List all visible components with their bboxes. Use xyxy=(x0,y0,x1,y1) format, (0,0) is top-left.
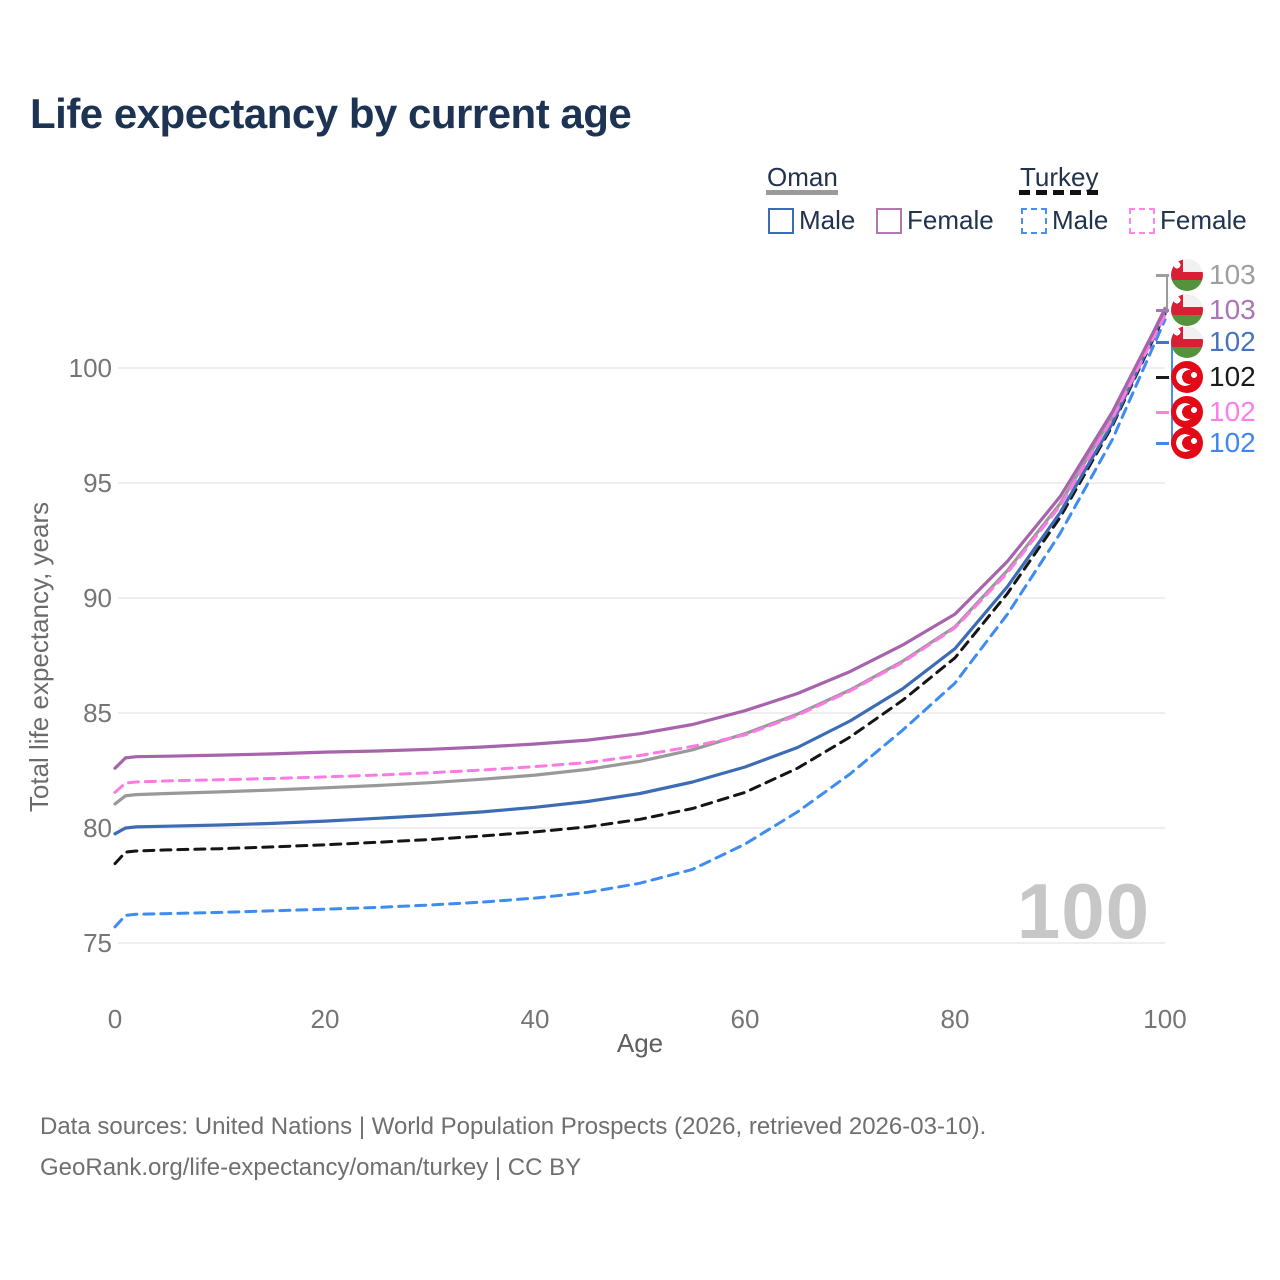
country-flag-icon xyxy=(1171,427,1203,459)
end-label-oman-male: 102 xyxy=(1156,326,1256,358)
y-tick-label: 75 xyxy=(83,928,112,958)
end-label-connector xyxy=(1166,277,1168,313)
end-label-turkey-male: 102 xyxy=(1156,427,1256,459)
series-line-oman-male xyxy=(113,310,1167,836)
connector-tick xyxy=(1156,308,1169,312)
end-value: 102 xyxy=(1209,361,1256,392)
country-flag-icon xyxy=(1171,294,1203,326)
connector-tick xyxy=(1156,375,1169,379)
end-label-connector xyxy=(1171,343,1173,445)
legend-group-turkey: Turkey xyxy=(1020,162,1099,192)
legend-item-turkey-female[interactable]: Female xyxy=(1129,205,1247,236)
connector-tick xyxy=(1156,273,1169,277)
series-line-oman-female xyxy=(113,307,1167,770)
series-line-turkey-female xyxy=(113,313,1167,794)
connector-tick xyxy=(1156,410,1169,414)
y-tick-label: 95 xyxy=(83,468,112,498)
end-value: 102 xyxy=(1209,326,1256,357)
legend-item-turkey-male[interactable]: Male xyxy=(1021,205,1108,236)
connector-tick xyxy=(1156,441,1169,445)
legend-turkey-line-sample xyxy=(1019,190,1099,195)
legend-item-oman-female[interactable]: Female xyxy=(876,205,994,236)
legend-group-oman: Oman xyxy=(767,162,838,192)
turkey-female-swatch-icon xyxy=(1129,207,1155,234)
turkey-male-swatch-icon xyxy=(1021,207,1047,234)
country-flag-icon xyxy=(1171,396,1203,428)
end-label-turkey-total: 102 xyxy=(1156,361,1256,393)
x-tick-label: 0 xyxy=(108,1004,122,1034)
x-tick-label: 60 xyxy=(731,1004,760,1034)
oman-female-swatch-icon xyxy=(876,207,902,234)
series-line-oman-total xyxy=(113,306,1167,806)
y-tick-label: 100 xyxy=(69,353,112,383)
legend-label: Male xyxy=(799,205,856,235)
end-value: 103 xyxy=(1209,259,1256,290)
y-tick-label: 85 xyxy=(83,698,112,728)
y-tick-label: 90 xyxy=(83,583,112,613)
country-flag-icon xyxy=(1171,361,1203,393)
x-tick-label: 80 xyxy=(941,1004,970,1034)
country-flag-icon xyxy=(1171,326,1203,358)
page-title: Life expectancy by current age xyxy=(30,90,632,137)
series-line-turkey-male xyxy=(113,318,1167,929)
connector-tick xyxy=(1156,340,1169,344)
attribution-text: GeoRank.org/life-expectancy/oman/turkey … xyxy=(40,1154,582,1181)
x-axis-title: Age xyxy=(617,1028,663,1058)
end-label-oman-total: 103 xyxy=(1156,259,1256,291)
data-sources-text: Data sources: United Nations | World Pop… xyxy=(40,1113,987,1140)
legend-oman-line-sample xyxy=(766,190,838,195)
end-value: 102 xyxy=(1209,396,1256,427)
end-label-turkey-female: 102 xyxy=(1156,396,1256,428)
legend-label: Female xyxy=(1160,205,1247,235)
legend-item-oman-male[interactable]: Male xyxy=(768,205,855,236)
end-value: 103 xyxy=(1209,294,1256,325)
series-line-turkey-total xyxy=(113,312,1167,866)
legend-label: Male xyxy=(1052,205,1109,235)
oman-male-swatch-icon xyxy=(768,207,794,234)
x-tick-label: 100 xyxy=(1143,1004,1186,1034)
y-tick-label: 80 xyxy=(83,813,112,843)
age-counter-watermark: 100 xyxy=(1016,867,1150,955)
x-tick-label: 20 xyxy=(311,1004,340,1034)
footer: Data sources: United Nations | World Pop… xyxy=(40,1106,986,1188)
legend-label: Female xyxy=(907,205,994,235)
y-axis-title: Total life expectancy, years xyxy=(24,502,54,812)
end-value: 102 xyxy=(1209,427,1256,458)
end-label-oman-female: 103 xyxy=(1156,294,1256,326)
x-tick-label: 40 xyxy=(521,1004,550,1034)
country-flag-icon xyxy=(1171,259,1203,291)
